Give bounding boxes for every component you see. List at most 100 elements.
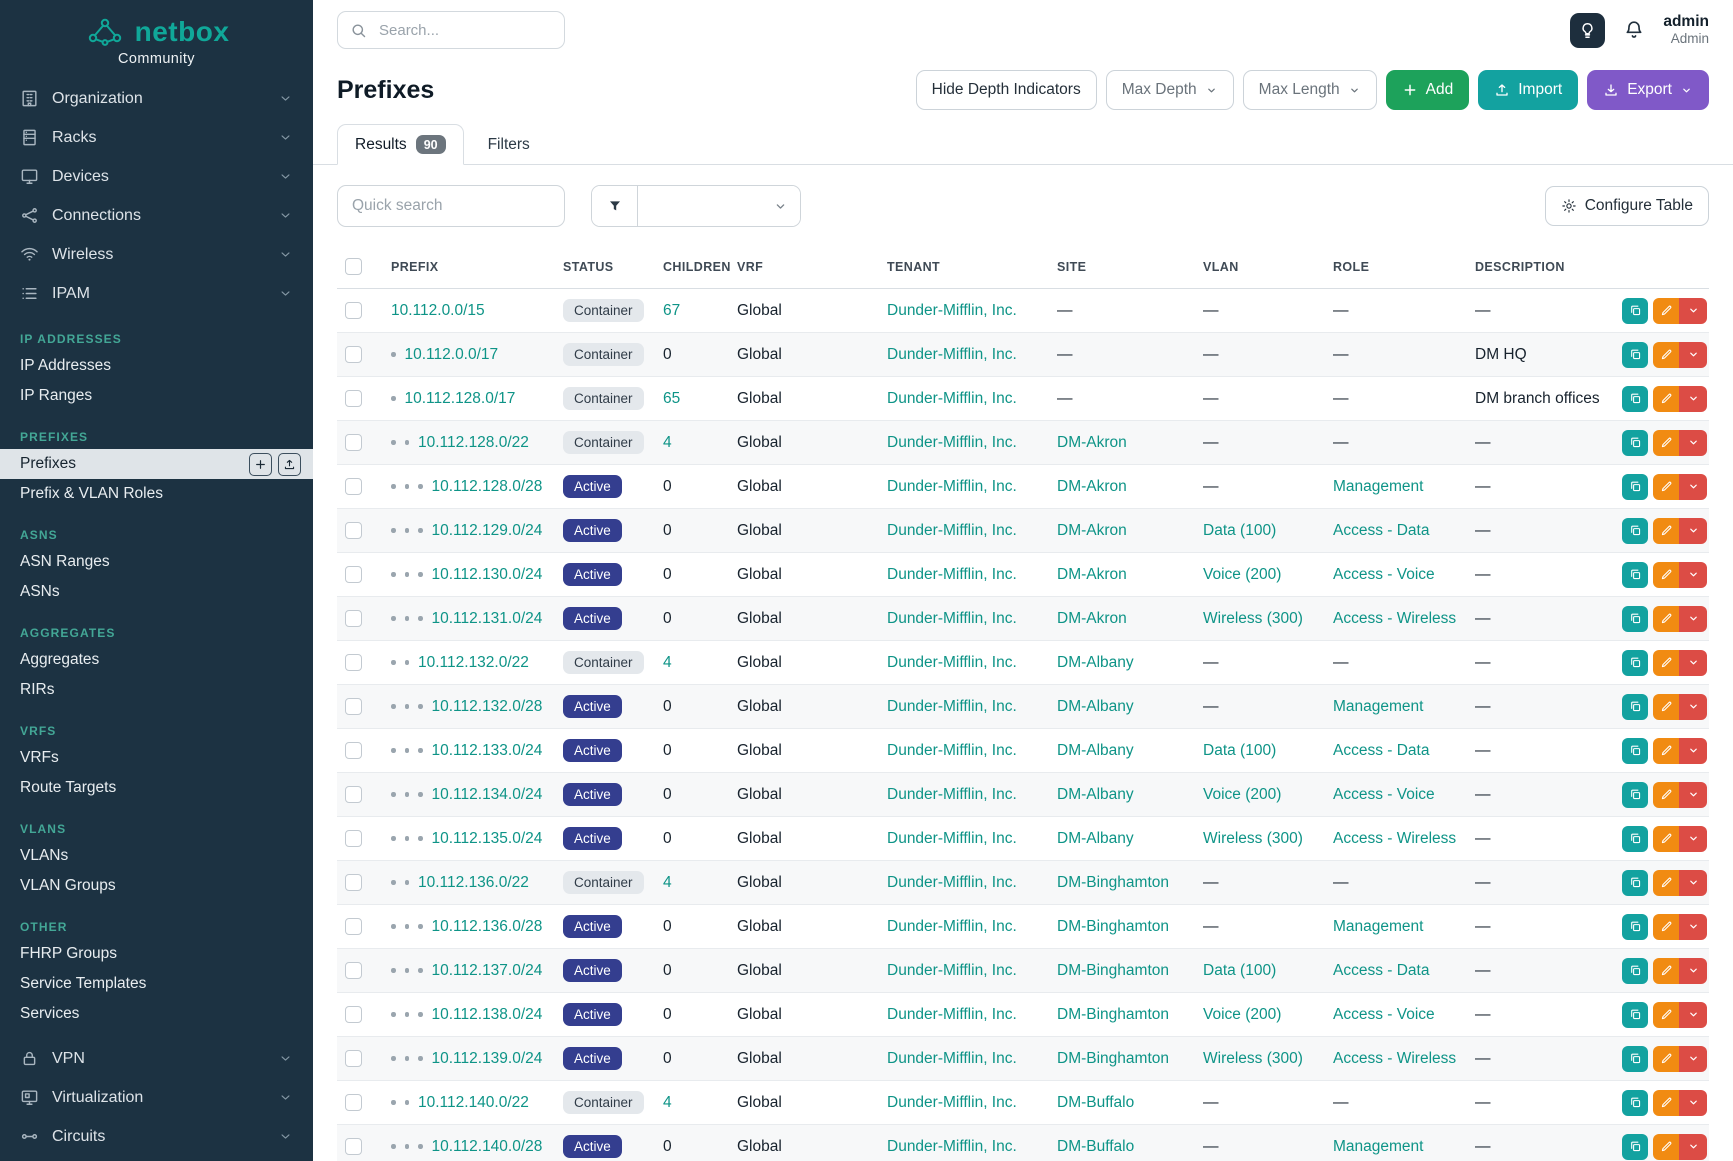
sidebar-item-asns[interactable]: ASNs xyxy=(0,577,313,607)
row-checkbox[interactable] xyxy=(345,433,362,451)
tenant-link[interactable]: Dunder-Mifflin, Inc. xyxy=(887,1049,1017,1067)
column-header-vrf[interactable]: VRF xyxy=(729,245,879,289)
tenant-link[interactable]: Dunder-Mifflin, Inc. xyxy=(887,521,1017,539)
tenant-link[interactable]: Dunder-Mifflin, Inc. xyxy=(887,609,1017,627)
tab-results[interactable]: Results 90 xyxy=(337,124,464,165)
edit-button[interactable] xyxy=(1653,297,1679,324)
children-link[interactable]: 4 xyxy=(663,433,672,451)
copy-button[interactable] xyxy=(1622,473,1648,500)
site-link[interactable]: DM-Albany xyxy=(1057,653,1134,671)
prefix-link[interactable]: 10.112.129.0/24 xyxy=(431,521,543,539)
prefix-link[interactable]: 10.112.139.0/24 xyxy=(431,1049,543,1067)
prefix-link[interactable]: 10.112.128.0/22 xyxy=(418,433,529,451)
filter-button[interactable] xyxy=(592,186,638,226)
sidebar-item-connections[interactable]: Connections xyxy=(0,196,313,235)
vlan-link[interactable]: Wireless (300) xyxy=(1203,829,1303,847)
edit-button[interactable] xyxy=(1653,385,1679,412)
vlan-link[interactable]: Voice (200) xyxy=(1203,785,1282,803)
edit-button[interactable] xyxy=(1653,561,1679,588)
prefix-link[interactable]: 10.112.136.0/22 xyxy=(418,873,529,891)
sidebar-item-vlan-groups[interactable]: VLAN Groups xyxy=(0,871,313,901)
role-link[interactable]: Access - Data xyxy=(1333,741,1430,759)
add-button[interactable]: Add xyxy=(1385,70,1470,110)
row-checkbox[interactable] xyxy=(345,609,362,627)
copy-button[interactable] xyxy=(1622,385,1648,412)
sidebar-item-prefix-vlan-roles[interactable]: Prefix & VLAN Roles xyxy=(0,479,313,509)
site-link[interactable]: DM-Buffalo xyxy=(1057,1137,1135,1155)
copy-button[interactable] xyxy=(1622,341,1648,368)
notifications-button[interactable] xyxy=(1623,19,1645,41)
prefix-link[interactable]: 10.112.140.0/22 xyxy=(418,1093,529,1111)
sidebar-item-vlans[interactable]: VLANs xyxy=(0,841,313,871)
tenant-link[interactable]: Dunder-Mifflin, Inc. xyxy=(887,1093,1017,1111)
column-header-role[interactable]: ROLE xyxy=(1325,245,1467,289)
site-link[interactable]: DM-Binghamton xyxy=(1057,917,1169,935)
prefix-link[interactable]: 10.112.133.0/24 xyxy=(431,741,543,759)
row-checkbox[interactable] xyxy=(345,653,362,671)
tenant-link[interactable]: Dunder-Mifflin, Inc. xyxy=(887,1005,1017,1023)
import-button[interactable]: Import xyxy=(1478,70,1579,110)
vlan-link[interactable]: Data (100) xyxy=(1203,741,1277,759)
tenant-link[interactable]: Dunder-Mifflin, Inc. xyxy=(887,301,1017,319)
prefix-link[interactable]: 10.112.136.0/28 xyxy=(431,917,543,935)
row-checkbox[interactable] xyxy=(345,345,362,363)
saved-filter-select[interactable] xyxy=(638,186,800,226)
prefix-link[interactable]: 10.112.128.0/28 xyxy=(431,477,543,495)
role-link[interactable]: Access - Voice xyxy=(1333,1005,1435,1023)
site-link[interactable]: DM-Buffalo xyxy=(1057,1093,1135,1111)
tenant-link[interactable]: Dunder-Mifflin, Inc. xyxy=(887,697,1017,715)
role-link[interactable]: Management xyxy=(1333,697,1424,715)
copy-button[interactable] xyxy=(1622,913,1648,940)
column-header-description[interactable]: DESCRIPTION xyxy=(1467,245,1609,289)
row-checkbox[interactable] xyxy=(345,1005,362,1023)
site-link[interactable]: DM-Binghamton xyxy=(1057,1005,1169,1023)
copy-button[interactable] xyxy=(1622,957,1648,984)
site-link[interactable]: DM-Binghamton xyxy=(1057,873,1169,891)
site-link[interactable]: DM-Akron xyxy=(1057,521,1127,539)
children-link[interactable]: 4 xyxy=(663,653,672,671)
tab-filters[interactable]: Filters xyxy=(470,125,548,165)
sidebar-item-route-targets[interactable]: Route Targets xyxy=(0,773,313,803)
copy-button[interactable] xyxy=(1622,297,1648,324)
site-link[interactable]: DM-Akron xyxy=(1057,433,1127,451)
sidebar-item-asn-ranges[interactable]: ASN Ranges xyxy=(0,547,313,577)
prefix-link[interactable]: 10.112.128.0/17 xyxy=(404,389,516,407)
row-checkbox[interactable] xyxy=(345,697,362,715)
sidebar-item-rirs[interactable]: RIRs xyxy=(0,675,313,705)
edit-button[interactable] xyxy=(1653,517,1679,544)
row-checkbox[interactable] xyxy=(345,741,362,759)
delete-dropdown-button[interactable] xyxy=(1679,1045,1707,1072)
sidebar-item-vrfs[interactable]: VRFs xyxy=(0,743,313,773)
max-depth-dropdown[interactable]: Max Depth xyxy=(1105,70,1234,110)
prefix-link[interactable]: 10.112.134.0/24 xyxy=(431,785,543,803)
prefix-link[interactable]: 10.112.138.0/24 xyxy=(431,1005,543,1023)
copy-button[interactable] xyxy=(1622,517,1648,544)
vlan-link[interactable]: Voice (200) xyxy=(1203,1005,1282,1023)
edit-button[interactable] xyxy=(1653,429,1679,456)
delete-dropdown-button[interactable] xyxy=(1679,385,1707,412)
delete-dropdown-button[interactable] xyxy=(1679,473,1707,500)
role-link[interactable]: Access - Wireless xyxy=(1333,609,1457,627)
site-link[interactable]: DM-Akron xyxy=(1057,477,1127,495)
sidebar-plus-button[interactable] xyxy=(249,452,272,476)
edit-button[interactable] xyxy=(1653,1133,1679,1160)
delete-dropdown-button[interactable] xyxy=(1679,913,1707,940)
delete-dropdown-button[interactable] xyxy=(1679,649,1707,676)
column-header-site[interactable]: SITE xyxy=(1049,245,1195,289)
prefix-link[interactable]: 10.112.0.0/15 xyxy=(391,301,485,319)
global-search[interactable] xyxy=(337,11,565,49)
site-link[interactable]: DM-Albany xyxy=(1057,829,1134,847)
children-link[interactable]: 65 xyxy=(663,389,681,407)
row-checkbox[interactable] xyxy=(345,961,362,979)
role-link[interactable]: Access - Voice xyxy=(1333,565,1435,583)
copy-button[interactable] xyxy=(1622,781,1648,808)
edit-button[interactable] xyxy=(1653,825,1679,852)
prefix-link[interactable]: 10.112.0.0/17 xyxy=(404,345,499,363)
copy-button[interactable] xyxy=(1622,429,1648,456)
prefix-link[interactable]: 10.112.135.0/24 xyxy=(431,829,543,847)
sidebar-item-virtualization[interactable]: Virtualization xyxy=(0,1078,313,1117)
tenant-link[interactable]: Dunder-Mifflin, Inc. xyxy=(887,917,1017,935)
delete-dropdown-button[interactable] xyxy=(1679,517,1707,544)
quick-search-input[interactable] xyxy=(337,185,565,227)
children-link[interactable]: 67 xyxy=(663,301,681,319)
